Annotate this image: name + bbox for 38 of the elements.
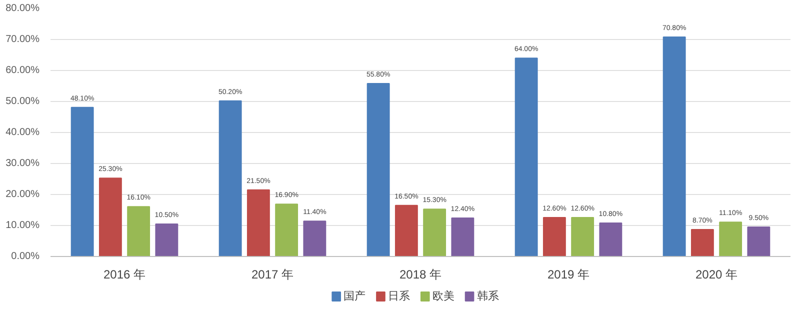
y-tick-label: 30.00% <box>6 158 40 169</box>
bar <box>662 36 686 256</box>
bar <box>70 106 94 256</box>
y-tick-label: 40.00% <box>6 127 40 138</box>
bar <box>514 58 538 256</box>
x-tick-label: 2016 年 <box>103 268 146 282</box>
legend-label: 国产 <box>344 290 366 302</box>
x-tick-label: 2020 年 <box>695 268 738 282</box>
x-tick-label: 2018 年 <box>399 268 442 282</box>
legend-label: 日系 <box>388 290 410 302</box>
bar <box>423 208 446 256</box>
legend-label: 欧美 <box>432 290 455 302</box>
bar <box>690 229 714 256</box>
y-tick-label: 0.00% <box>11 251 40 262</box>
bar <box>155 223 178 256</box>
bar <box>246 189 270 256</box>
bar <box>719 222 742 256</box>
bar <box>275 204 298 256</box>
bar <box>218 100 242 256</box>
bar <box>571 216 594 256</box>
legend-label: 韩系 <box>476 290 499 302</box>
x-tick-label: 2019 年 <box>547 268 590 282</box>
y-tick-label: 80.00% <box>6 3 40 14</box>
bar <box>542 216 566 256</box>
bar <box>451 218 474 256</box>
bar <box>303 220 326 256</box>
bar <box>98 178 122 256</box>
y-tick-label: 20.00% <box>6 189 40 200</box>
bar <box>747 226 770 256</box>
bar <box>394 204 418 256</box>
y-tick-label: 70.00% <box>6 34 40 45</box>
y-tick-label: 50.00% <box>6 96 40 107</box>
y-tick-label: 10.00% <box>6 220 40 231</box>
bar <box>366 83 390 256</box>
x-tick-label: 2017 年 <box>251 268 294 282</box>
bar <box>127 206 150 256</box>
bar <box>599 222 622 256</box>
y-tick-label: 60.00% <box>6 65 40 76</box>
